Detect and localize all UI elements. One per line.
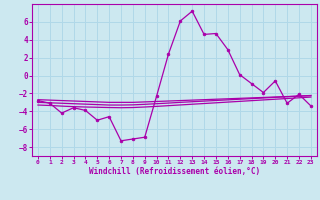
X-axis label: Windchill (Refroidissement éolien,°C): Windchill (Refroidissement éolien,°C)	[89, 167, 260, 176]
